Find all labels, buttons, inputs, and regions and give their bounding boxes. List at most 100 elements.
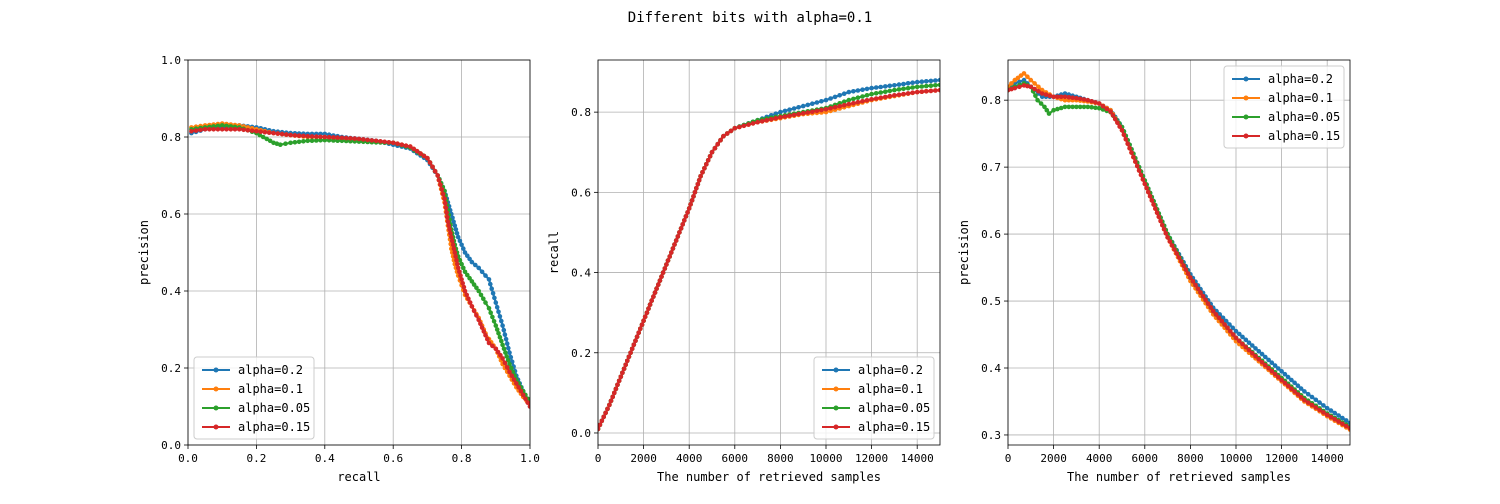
data-point: [634, 334, 640, 340]
data-point: [823, 97, 829, 103]
data-point: [1198, 290, 1203, 295]
data-point: [343, 135, 349, 141]
data-point: [461, 284, 467, 290]
data-point: [237, 127, 242, 132]
data-point: [1263, 354, 1268, 360]
data-point: [490, 343, 495, 349]
legend-swatch-marker: [833, 405, 839, 411]
data-point: [1129, 150, 1134, 155]
data-point: [1216, 315, 1222, 321]
x-tick-label: 12000: [1265, 452, 1298, 465]
data-point: [892, 93, 897, 98]
data-point: [691, 194, 696, 199]
data-point: [873, 85, 879, 90]
data-point: [787, 107, 792, 112]
data-point: [864, 93, 870, 98]
data-point: [616, 378, 622, 384]
data-point: [264, 136, 270, 142]
data-point: [1117, 124, 1122, 129]
data-point: [348, 136, 353, 141]
data-point: [271, 130, 276, 136]
data-point: [1017, 84, 1022, 90]
data-point: [846, 89, 852, 95]
data-point: [469, 304, 475, 309]
data-point: [283, 141, 288, 146]
y-tick-label: 0.0: [161, 439, 181, 452]
data-point: [1028, 77, 1034, 83]
data-point: [728, 128, 734, 134]
data-point: [1081, 97, 1087, 102]
data-point: [490, 291, 496, 296]
data-point: [1012, 85, 1018, 91]
data-point: [664, 262, 669, 267]
data-point: [869, 91, 874, 97]
data-point: [755, 119, 760, 125]
data-point: [615, 382, 620, 388]
data-point: [471, 308, 477, 314]
data-point: [462, 288, 468, 294]
data-point: [504, 365, 510, 370]
data-point: [459, 242, 464, 248]
y-tick-label: 0.7: [981, 161, 1001, 174]
data-point: [427, 160, 433, 165]
data-point: [1279, 377, 1284, 383]
subplot-3-ylabel: precision: [957, 220, 971, 285]
data-point: [1039, 94, 1045, 100]
data-point: [707, 154, 713, 159]
data-point: [919, 79, 925, 84]
data-point: [1317, 400, 1322, 405]
data-point: [292, 140, 298, 145]
data-point: [474, 285, 479, 291]
data-point: [837, 103, 842, 109]
data-point: [644, 310, 650, 316]
data-point: [457, 269, 462, 275]
data-point: [1127, 145, 1132, 151]
data-point: [215, 127, 221, 132]
data-point: [764, 117, 769, 123]
data-point: [511, 377, 517, 382]
data-point: [296, 133, 302, 138]
x-tick-label: 0.6: [383, 452, 403, 465]
data-point: [695, 182, 701, 187]
data-point: [483, 300, 488, 305]
data-point: [1096, 101, 1102, 106]
data-point: [1336, 419, 1341, 424]
data-point: [914, 79, 920, 85]
data-point: [1250, 343, 1255, 348]
data-point: [1066, 104, 1072, 110]
data-point: [473, 262, 478, 268]
legend-label: alpha=0.05: [1268, 110, 1340, 124]
subplot-1-xlabel: recall: [337, 470, 380, 484]
data-point: [1332, 410, 1338, 416]
subplot-2-xlabel: The number of retrieved samples: [657, 470, 881, 484]
y-tick-label: 0.8: [981, 94, 1001, 107]
data-point: [1276, 366, 1281, 371]
data-point: [435, 173, 441, 178]
data-point: [1035, 97, 1040, 103]
data-point: [1302, 389, 1307, 394]
data-point: [841, 102, 847, 108]
data-point: [411, 146, 417, 152]
data-point: [782, 114, 788, 119]
data-point: [910, 90, 915, 95]
data-point: [638, 326, 643, 332]
data-point: [873, 91, 879, 96]
data-point: [446, 223, 452, 228]
data-point: [860, 87, 865, 92]
data-point: [451, 246, 457, 251]
data-point: [1328, 408, 1334, 413]
data-point: [746, 122, 751, 127]
data-point: [905, 85, 911, 91]
data-point: [452, 250, 458, 255]
x-tick-label: 0.2: [246, 452, 266, 465]
series-markers-alpha=0.15: [598, 87, 940, 432]
data-point: [621, 366, 627, 372]
data-point: [1272, 363, 1278, 368]
data-point: [712, 145, 718, 151]
data-point: [502, 360, 508, 366]
data-point: [901, 86, 906, 92]
data-point: [832, 94, 838, 100]
data-point: [1147, 193, 1153, 199]
data-point: [709, 149, 715, 155]
